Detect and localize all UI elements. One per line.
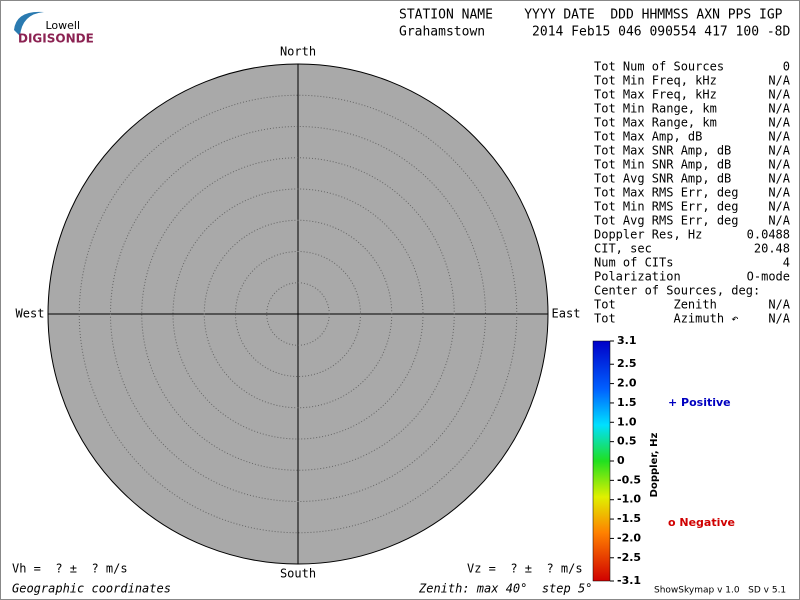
vz-text: Vz = ? ± ? m/s [467, 562, 583, 576]
zenith-ring [141, 157, 455, 471]
stat-value: O-mode [747, 270, 790, 284]
stat-value: 0 [783, 60, 790, 74]
zenith-text: Zenith: max 40° step 5° [418, 582, 592, 596]
version-text: ShowSkymap v 1.0 SD v 5.1 [654, 586, 786, 596]
logo-swoosh [14, 11, 44, 36]
colorbar [592, 340, 611, 582]
stat-label: Tot Avg RMS Err, deg [594, 214, 739, 228]
colorbar-tick-label: 0 [617, 454, 625, 467]
stat-value: 0.0488 [747, 228, 790, 242]
colorbar-tick-label: 3.1 [617, 334, 637, 347]
stat-value: N/A [768, 144, 790, 158]
colorbar-tick-label: 0.5 [617, 435, 637, 448]
stat-value: N/A [768, 200, 790, 214]
stat-label: Tot Azimuth ↶ [594, 312, 739, 326]
stat-label: Tot Max Range, km [594, 116, 717, 130]
colorbar-tick-label: 1.5 [617, 396, 637, 409]
stat-label: Tot Min RMS Err, deg [594, 200, 739, 214]
stat-label: Tot Avg SNR Amp, dB [594, 172, 731, 186]
compass-label: West [16, 307, 45, 321]
stat-value: N/A [768, 130, 790, 144]
stat-value: N/A [768, 186, 790, 200]
compass-label: North [280, 45, 316, 59]
stat-value: N/A [768, 298, 790, 312]
stat-value: N/A [768, 312, 790, 326]
logo-bottom: DIGISONDE [18, 32, 94, 46]
colorbar-ticks: 3.1 2.5 2.0 1.5 1.0 0.5 0 -0.5 -1.0 -1.5 -2.0 -2.5 -… [610, 334, 641, 587]
stat-value: 4 [783, 256, 790, 270]
stat-value: N/A [768, 214, 790, 228]
zenith-ring [266, 282, 330, 346]
stat-value: N/A [768, 102, 790, 116]
stat-value: N/A [768, 74, 790, 88]
stat-label: CIT, sec [594, 242, 652, 256]
colorbar-tick-label: -1.5 [617, 512, 641, 525]
stat-value: N/A [768, 158, 790, 172]
zenith-ring [78, 94, 518, 534]
polar-plot [47, 63, 549, 565]
stat-label: Tot Min Range, km [594, 102, 717, 116]
colorbar-tick-label: -2.5 [617, 551, 641, 564]
stat-value: N/A [768, 88, 790, 102]
colorbar-tick-label: 1.0 [617, 415, 637, 428]
legend-negative: o Negative [668, 516, 735, 529]
stat-value: N/A [768, 116, 790, 130]
stat-value: N/A [768, 172, 790, 186]
header-line: STATION NAME YYYY DATE DDD HHMMSS AXN PP… [399, 8, 783, 23]
stat-label: Tot Min Freq, kHz [594, 74, 717, 88]
colorbar-tick-label: -0.5 [617, 473, 641, 486]
colorbar-tick-label: -1.0 [617, 493, 641, 506]
colorbar-tick-label: -3.1 [617, 574, 641, 587]
stat-label: Tot Max Amp, dB [594, 130, 702, 144]
stat-label: Center of Sources, deg: [594, 284, 760, 298]
header-line: Grahamstown 2014 Feb15 046 090554 417 10… [399, 25, 791, 40]
stat-label: Tot Max SNR Amp, dB [594, 144, 731, 158]
colorbar-tick-label: 2.0 [617, 377, 637, 390]
stat-label: Num of CITs [594, 256, 673, 270]
zenith-ring [110, 126, 486, 502]
stat-label: Tot Min SNR Amp, dB [594, 158, 731, 172]
compass-label: South [280, 567, 316, 581]
zenith-ring [203, 219, 393, 409]
compass-label: East [552, 307, 581, 321]
stat-label: Tot Max Freq, kHz [594, 88, 717, 102]
legend-positive: + Positive [668, 396, 731, 409]
coords-text: Geographic coordinates [12, 582, 171, 596]
colorbar-tick-label: -2.0 [617, 531, 641, 544]
zenith-ring [235, 251, 361, 377]
colorbar-label: Doppler, Hz [649, 433, 660, 498]
stat-label: Tot Max RMS Err, deg [594, 186, 739, 200]
stat-label: Polarization [594, 270, 681, 284]
colorbar-tick-label: 2.5 [617, 357, 637, 370]
stat-label: Tot Num of Sources [594, 60, 724, 74]
logo-top: Lowell [45, 19, 80, 32]
zenith-ring [172, 188, 424, 440]
vh-text: Vh = ? ± ? m/s [12, 562, 128, 576]
stat-label: Tot Zenith [594, 298, 717, 312]
stats-table: Tot Num of Sources 0 Tot Min Freq, kHz N/A T… [594, 60, 791, 326]
stat-value: 20.48 [754, 242, 790, 256]
stat-label: Doppler Res, Hz [594, 228, 702, 242]
